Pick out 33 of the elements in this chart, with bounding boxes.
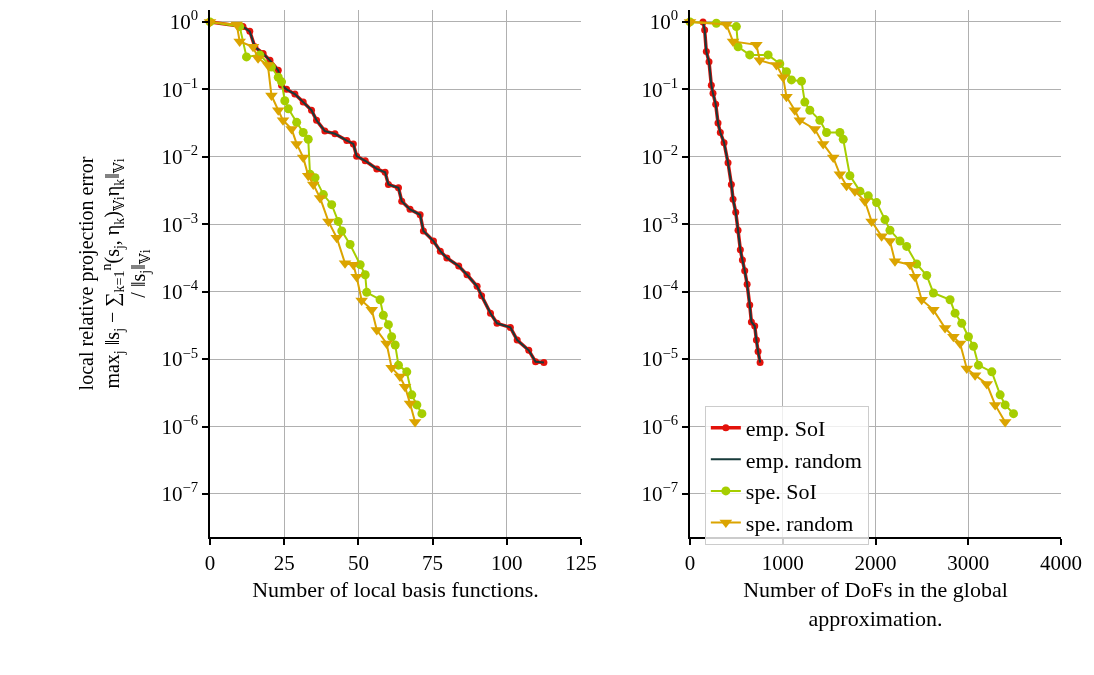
x-tick-label: 4000 <box>1040 550 1082 575</box>
y-tick-label: 10$^{−6}$ <box>161 412 199 439</box>
y-tick-label: 10$^{−4}$ <box>161 277 199 304</box>
y-tick-label: 10$^{−1}$ <box>161 74 199 102</box>
x-tick-label: 0 <box>204 550 216 575</box>
x-tick-label: 75 <box>422 550 444 575</box>
y-tick-label: 10$^{−3}$ <box>161 209 199 237</box>
legend-label: spe. SoI <box>745 479 817 505</box>
x-tick-label: 25 <box>273 550 295 575</box>
y-tick-label: 10$^{−5}$ <box>641 344 679 372</box>
x-tick-label: 100 <box>491 550 523 575</box>
x-tick-label: 3000 <box>947 550 990 575</box>
y-tick-label: 10$^{−4}$ <box>641 277 679 304</box>
y-tick-label: 10$^{−7}$ <box>641 479 679 507</box>
x-tick-label: 0 <box>684 550 696 575</box>
legend-label: emp. random <box>745 447 862 473</box>
y-tick-label: 10$^{−3}$ <box>641 209 679 237</box>
x-tick-label: 125 <box>565 550 597 575</box>
y-tick-label: 10$^{−2}$ <box>161 142 199 170</box>
legend-label: spe. random <box>745 511 854 537</box>
y-tick-label: 10$^{−1}$ <box>641 74 679 102</box>
y-tick-label: 10$^{−6}$ <box>641 412 679 439</box>
x-tick-label: 1000 <box>761 550 804 575</box>
x-axis-title: Number of DoFs in the global approximation. <box>743 577 1008 631</box>
y-tick-label: 10$^{0}$ <box>169 7 199 35</box>
y-tick-label: 10$^{−2}$ <box>641 142 679 170</box>
y-tick-label: 10$^{−5}$ <box>161 344 199 372</box>
x-axis-title: Number of local basis functions. <box>252 577 539 603</box>
x-tick-label: 50 <box>347 550 369 575</box>
x-tick-label: 2000 <box>854 550 897 575</box>
y-tick-label: 10$^{0}$ <box>649 7 679 35</box>
legend-label: emp. SoI <box>745 416 826 442</box>
y-tick-label: 10$^{−7}$ <box>161 479 199 507</box>
